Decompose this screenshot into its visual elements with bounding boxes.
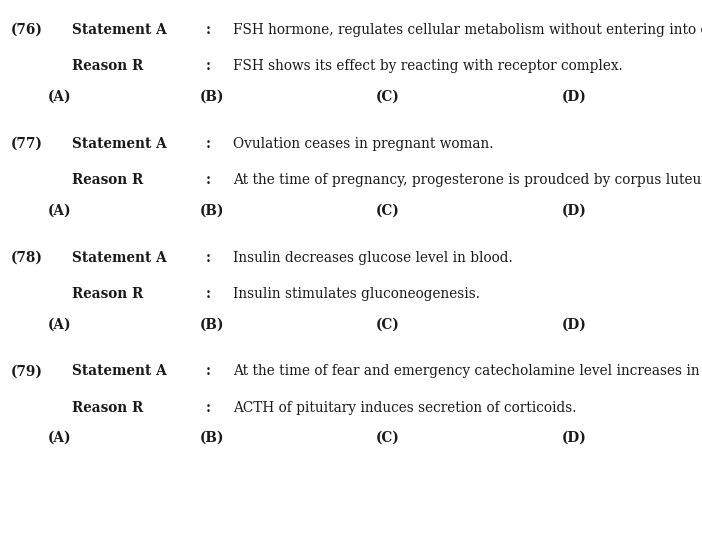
Text: (C): (C) <box>376 431 399 445</box>
Text: (A): (A) <box>48 90 71 103</box>
Text: (D): (D) <box>562 90 586 103</box>
Text: (A): (A) <box>48 431 71 445</box>
Text: Reason R: Reason R <box>72 287 143 301</box>
Text: Reason R: Reason R <box>72 400 143 415</box>
Text: (C): (C) <box>376 203 399 217</box>
Text: Statement A: Statement A <box>72 137 167 151</box>
Text: :: : <box>206 287 211 301</box>
Text: :: : <box>206 251 211 265</box>
Text: (77): (77) <box>11 137 43 151</box>
Text: (B): (B) <box>200 431 225 445</box>
Text: (D): (D) <box>562 203 586 217</box>
Text: :: : <box>206 23 211 37</box>
Text: (D): (D) <box>562 431 586 445</box>
Text: ACTH of pituitary induces secretion of corticoids.: ACTH of pituitary induces secretion of c… <box>233 400 577 415</box>
Text: Insulin decreases glucose level in blood.: Insulin decreases glucose level in blood… <box>233 251 513 265</box>
Text: (C): (C) <box>376 90 399 103</box>
Text: (A): (A) <box>48 317 71 331</box>
Text: FSH shows its effect by reacting with receptor complex.: FSH shows its effect by reacting with re… <box>233 59 623 73</box>
Text: Statement A: Statement A <box>72 364 167 379</box>
Text: (B): (B) <box>200 203 225 217</box>
Text: Reason R: Reason R <box>72 173 143 187</box>
Text: (76): (76) <box>11 23 43 37</box>
Text: At the time of pregnancy, progesterone is proudced by corpus luteum.: At the time of pregnancy, progesterone i… <box>233 173 702 187</box>
Text: Statement A: Statement A <box>72 23 167 37</box>
Text: (A): (A) <box>48 203 71 217</box>
Text: :: : <box>206 173 211 187</box>
Text: (78): (78) <box>11 251 43 265</box>
Text: Reason R: Reason R <box>72 59 143 73</box>
Text: :: : <box>206 400 211 415</box>
Text: (B): (B) <box>200 90 225 103</box>
Text: (D): (D) <box>562 317 586 331</box>
Text: :: : <box>206 364 211 379</box>
Text: Ovulation ceases in pregnant woman.: Ovulation ceases in pregnant woman. <box>233 137 494 151</box>
Text: FSH hormone, regulates cellular metabolism without entering into cell.: FSH hormone, regulates cellular metaboli… <box>233 23 702 37</box>
Text: (C): (C) <box>376 317 399 331</box>
Text: Insulin stimulates gluconeogenesis.: Insulin stimulates gluconeogenesis. <box>233 287 480 301</box>
Text: (B): (B) <box>200 317 225 331</box>
Text: (79): (79) <box>11 364 43 379</box>
Text: Statement A: Statement A <box>72 251 167 265</box>
Text: :: : <box>206 137 211 151</box>
Text: At the time of fear and emergency catecholamine level increases in blood.: At the time of fear and emergency catech… <box>233 364 702 379</box>
Text: :: : <box>206 59 211 73</box>
